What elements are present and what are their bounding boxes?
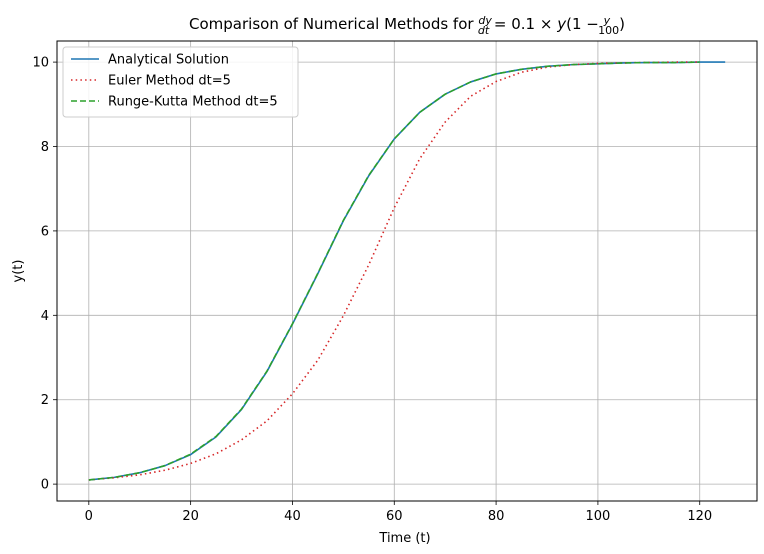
- x-tick-label: 20: [182, 509, 199, 524]
- legend-label-2: Euler Method dt=5: [108, 74, 231, 89]
- grid: [57, 41, 757, 501]
- legend-label-3: Runge-Kutta Method dt=5: [108, 95, 278, 110]
- x-axis-label: Time (t): [378, 531, 430, 546]
- title-frac-den: 100: [598, 24, 619, 37]
- y-tick-label: 0: [41, 478, 49, 493]
- x-axis-ticks: 0 20 40 60 80 100 120: [85, 501, 712, 524]
- chart-title: Comparison of Numerical Methods for dy dt…: [189, 14, 625, 37]
- y-tick-label: 8: [41, 140, 49, 155]
- title-dt: dt: [478, 24, 490, 37]
- y-tick-label: 2: [41, 393, 49, 408]
- series-line-2: [88, 61, 700, 481]
- title-eq: = 0.1 ×: [489, 15, 557, 33]
- y-tick-label: 4: [41, 309, 49, 324]
- plot-frame: [56, 40, 758, 502]
- title-dy: dy: [478, 14, 492, 27]
- series-layer: [88, 61, 726, 481]
- legend-box: [62, 46, 299, 118]
- y-tick-label: 6: [41, 224, 49, 239]
- title-open: (1 −: [566, 15, 604, 33]
- x-tick-label: 0: [85, 509, 93, 524]
- x-tick-label: 80: [488, 509, 505, 524]
- legend: Analytical Solution Euler Method dt=5 Rung…: [62, 46, 299, 118]
- x-tick-label: 120: [687, 509, 712, 524]
- legend-label-1: Analytical Solution: [108, 53, 229, 68]
- y-tick-label: 10: [32, 56, 49, 71]
- y-axis-ticks: 0 2 4 6 8 10: [32, 56, 57, 493]
- title-y-var: y: [556, 15, 567, 33]
- y-axis-label: y(t): [11, 260, 26, 283]
- x-tick-label: 100: [585, 509, 610, 524]
- title-prefix: Comparison of Numerical Methods for: [189, 15, 478, 33]
- x-tick-label: 40: [284, 509, 301, 524]
- title-frac-num: y: [603, 14, 611, 27]
- title-close: ): [619, 15, 625, 33]
- x-tick-label: 60: [386, 509, 403, 524]
